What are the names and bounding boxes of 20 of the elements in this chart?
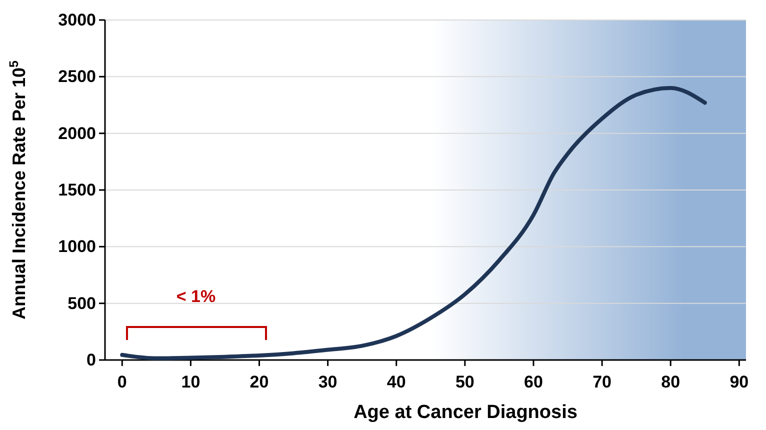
y-tick-label: 1000	[58, 237, 96, 256]
y-tick-label: 3000	[58, 10, 96, 30]
x-tick-label: 0	[117, 372, 127, 392]
x-axis-title: Age at Cancer Diagnosis	[354, 402, 578, 423]
x-tick-label: 40	[386, 372, 406, 392]
x-tick-label: 60	[524, 372, 543, 392]
x-tick-label: 30	[318, 372, 338, 392]
y-tick-label: 1500	[58, 180, 96, 200]
y-tick-label: 2000	[58, 124, 96, 143]
x-tick-label: 20	[250, 372, 269, 392]
y-tick-label: 0	[86, 350, 96, 370]
x-tick-label: 10	[181, 372, 200, 392]
y-tick-label: 500	[68, 294, 96, 313]
y-tick-label: 2500	[58, 67, 96, 86]
x-tick-label: 70	[592, 372, 612, 392]
x-tick-label: 50	[455, 372, 474, 392]
x-tick-label: 80	[661, 372, 680, 392]
line-series	[120, 86, 707, 360]
x-tick-label: 90	[730, 372, 749, 392]
annotation: < 1%	[176, 287, 216, 306]
